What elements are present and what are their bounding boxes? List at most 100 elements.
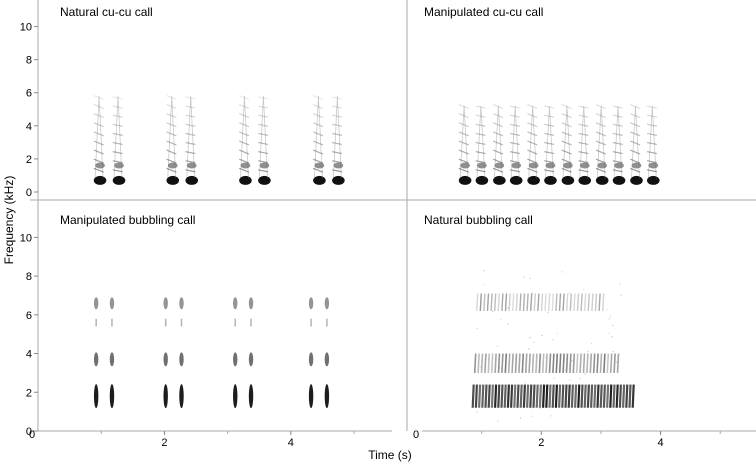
bubble-pulse [308, 297, 314, 310]
cu-harmonic [612, 105, 623, 109]
panel-title-manipulated-bubbling: Manipulated bubbling call [60, 213, 195, 227]
bubbling-band-low [586, 384, 590, 408]
bubbling-noise [584, 373, 586, 375]
cu-harmonic [239, 113, 250, 119]
cu-harmonic [595, 122, 607, 128]
cu-fundamental [185, 175, 199, 185]
cu-harmonic [166, 158, 177, 164]
cu-harmonic [166, 104, 177, 110]
bubbling-band-mid [490, 353, 494, 373]
bubble-pulse [109, 352, 115, 367]
bubbling-noise [616, 361, 618, 363]
bubbling-band-high [591, 293, 594, 311]
cu-harmonic [612, 132, 623, 136]
bubbling-band-high [573, 293, 576, 311]
bubbling-noise [612, 350, 615, 353]
cu-harmonic [93, 104, 104, 110]
bubbling-band-low [497, 384, 501, 408]
cu-harmonic [475, 123, 486, 127]
cu-harmonic [112, 105, 123, 109]
cu-fundamental [493, 175, 506, 185]
bubbling-noise [482, 391, 484, 394]
bubbling-band-mid [565, 353, 569, 373]
bubbling-noise [572, 396, 574, 399]
cu-harmonic [475, 169, 486, 173]
cu-harmonic [185, 114, 196, 118]
cu-harmonic [258, 151, 269, 155]
bubbling-noise [528, 348, 530, 350]
cu-harmonic [544, 151, 555, 155]
cu-harmonic [185, 105, 196, 109]
bubbling-band-high [587, 293, 590, 311]
bubbling-band-low [545, 384, 549, 408]
bubbling-band-high [558, 293, 562, 311]
cu-fundamental [509, 175, 523, 185]
cu-harmonic [458, 104, 469, 110]
bubbling-band-low [621, 384, 626, 408]
bubble-pulse [308, 352, 314, 367]
cu-sweep [647, 105, 657, 179]
bubbling-noise [530, 407, 532, 409]
bubbling-band-mid [473, 353, 477, 373]
x-tick-label: 4 [288, 437, 294, 449]
cu-harmonic [332, 123, 343, 127]
cu-harmonic [312, 94, 324, 100]
cu-harmonic-strong [167, 162, 178, 169]
cu-fundamental [544, 175, 557, 185]
cu-harmonic [646, 114, 658, 118]
bubbling-band-mid [538, 353, 542, 373]
bubble-pulse [324, 352, 330, 367]
bubbling-band-mid [555, 353, 559, 373]
cu-harmonic-strong [614, 162, 624, 169]
bubbling-band-high [501, 293, 504, 311]
cu-harmonic [509, 132, 520, 136]
cu-harmonic [612, 123, 623, 127]
cu-fundamental [527, 175, 540, 185]
cu-harmonic [544, 160, 555, 164]
bubbling-band-low [577, 384, 581, 408]
bubbling-band-low [471, 384, 475, 408]
cu-harmonic [578, 141, 589, 146]
cu-harmonic [93, 113, 104, 119]
cu-harmonic [332, 169, 343, 173]
bubbling-band-low [551, 384, 555, 408]
bubble-pulse [93, 384, 99, 409]
cu-harmonic-strong [314, 162, 325, 169]
cu-harmonic-strong [648, 162, 659, 169]
cu-harmonic-strong [186, 162, 197, 169]
cu-harmonic [185, 123, 196, 127]
cu-harmonic-strong [528, 162, 539, 169]
cu-harmonic [578, 105, 589, 109]
bubbling-band-low [487, 384, 491, 408]
bubbling-noise [497, 420, 499, 422]
y-tick-label: 0 [26, 426, 32, 438]
cu-harmonic [239, 167, 250, 173]
cu-sweep [332, 96, 342, 179]
cu-fundamental [647, 175, 660, 185]
bubbling-band-high [522, 293, 526, 311]
bubbling-band-high [537, 293, 540, 311]
bubbling-band-high [569, 293, 572, 311]
bubbling-noise [496, 345, 499, 347]
cu-harmonic [458, 158, 469, 164]
bubbling-band-low [631, 384, 635, 408]
cu-fundamental [332, 175, 345, 185]
cu-harmonic-strong [333, 162, 344, 169]
bubbling-noise [606, 308, 608, 311]
cu-harmonic [595, 149, 607, 155]
bubbling-band-low [535, 384, 539, 408]
cu-harmonic [312, 167, 324, 173]
bubbling-band-high [565, 293, 569, 311]
cu-harmonic [112, 123, 123, 127]
bubbling-band-low [561, 384, 565, 408]
cu-sweep [596, 105, 606, 179]
cu-harmonic [332, 114, 343, 118]
bubbling-band-low [493, 384, 498, 408]
cu-harmonic [561, 140, 572, 146]
bubbling-band-high [576, 293, 580, 311]
cu-harmonic [166, 149, 177, 155]
bubbling-band-mid [528, 353, 531, 373]
bubble-pulse [308, 384, 314, 409]
bubbling-band-mid [579, 353, 582, 373]
cu-harmonic [185, 169, 196, 173]
